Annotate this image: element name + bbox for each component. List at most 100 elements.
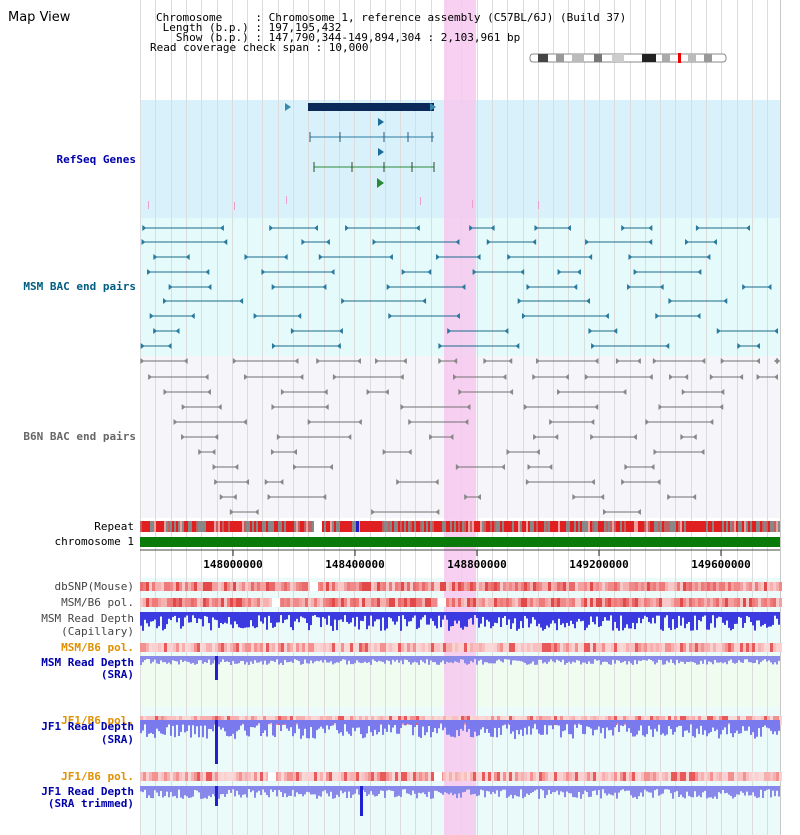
grid-line — [767, 0, 768, 835]
refseq-genes-label[interactable]: RefSeq Genes — [56, 153, 136, 166]
dbsnp-heat — [605, 582, 608, 591]
jf1-sra-depth — [418, 720, 420, 737]
msm-b6-pol-heat — [578, 598, 581, 607]
jf1-b6-pol2-heat — [476, 772, 479, 781]
jf1-trimmed-depth — [674, 786, 676, 793]
msm-capillary-depth — [390, 612, 392, 619]
jf1-trimmed-depth — [274, 786, 276, 791]
msm-sra-depth — [586, 656, 588, 665]
msm-capillary-depth — [718, 612, 720, 617]
jf1-trimmed-depth — [246, 786, 248, 798]
msm-bac-end — [185, 254, 190, 260]
jf1-trimmed-depth — [576, 786, 578, 798]
jf1-sra-label-2: (SRA) — [100, 733, 134, 746]
msm-b6-pol2-heat — [506, 643, 509, 652]
msm-b6-pol-heat — [572, 598, 575, 607]
msm-b6-pol-heat — [164, 598, 167, 607]
msm-sra-depth — [180, 656, 182, 660]
msm-b6-pol2-heat — [281, 643, 284, 652]
b6n-bac-end — [476, 494, 481, 500]
msm-bac-end — [223, 239, 228, 245]
repeat-segment — [222, 521, 224, 532]
jf1-trimmed-depth — [510, 786, 512, 795]
msm-sra-depth — [420, 656, 422, 661]
b6n-bac-end — [232, 494, 237, 500]
dbsnp-heat — [230, 582, 233, 591]
jf1-sra-depth — [388, 720, 390, 725]
jf1-trimmed-depth — [446, 786, 448, 794]
dbsnp-heat — [740, 582, 743, 591]
jf1-b6-pol2-heat — [509, 772, 512, 781]
jf1-sra-depth — [668, 720, 670, 727]
jf1-b6-pol2-heat — [575, 772, 578, 781]
jf1-sra-depth — [400, 720, 402, 728]
jf1-b6-pol2-heat — [455, 772, 458, 781]
jf1-b6-pol2-heat — [527, 772, 530, 781]
repeat-segment — [592, 521, 594, 532]
jf1-trimmed-depth — [388, 786, 390, 790]
jf1-trimmed-depth — [330, 786, 332, 792]
dbsnp-heat — [575, 582, 578, 591]
repeat-segment — [178, 521, 180, 532]
msm-b6-pol2-heat — [275, 643, 278, 652]
jf1-sra-depth — [366, 720, 368, 734]
msm-b6-pol2-heat — [401, 643, 404, 652]
msm-b6-pol-heat — [419, 598, 422, 607]
repeat-segment — [568, 521, 570, 532]
msm-b6-pol-heat — [695, 598, 698, 607]
repeat-segment — [292, 521, 294, 532]
msm-b6-pol-heat — [659, 598, 662, 607]
repeat-segment — [620, 521, 622, 532]
msm-capillary-depth — [254, 612, 256, 629]
dbsnp-heat — [464, 582, 467, 591]
dbsnp-heat — [644, 582, 647, 591]
repeat-segment — [172, 521, 174, 532]
jf1-trimmed-depth — [364, 786, 366, 793]
msm-capillary-depth — [330, 612, 332, 626]
dbsnp-heat — [155, 582, 158, 591]
msm-bac-end — [706, 254, 711, 260]
dbsnp-heat — [374, 582, 377, 591]
msm-b6-pol-heat — [737, 598, 740, 607]
msm-sra-depth — [690, 656, 692, 662]
dbsnp-heat — [458, 582, 461, 591]
repeat-segment — [550, 521, 552, 532]
jf1-sra-depth — [652, 720, 654, 737]
msm-b6-pol-heat — [563, 598, 566, 607]
msm-b6-pol-heat — [698, 598, 701, 607]
dbsnp-heat — [482, 582, 485, 591]
chromosome-ideogram[interactable] — [528, 52, 730, 64]
jf1-sra-depth — [596, 720, 598, 730]
repeat-segment — [388, 521, 390, 532]
jf1-sra-depth — [294, 720, 296, 734]
jf1-trimmed-depth — [602, 786, 604, 790]
repeat-segment — [364, 521, 366, 532]
msm-b6-pol-heat — [413, 598, 416, 607]
repeat-segment — [666, 521, 668, 532]
dbsnp-heat — [530, 582, 533, 591]
msm-sra-depth — [508, 656, 510, 660]
repeat-segment — [726, 521, 728, 532]
msm-b6-pol2-heat — [212, 643, 215, 652]
msm-b6-pol-heat — [731, 598, 734, 607]
msm-b6-pol2-heat — [749, 643, 752, 652]
jf1-sra-depth — [730, 720, 732, 734]
msm-sra-depth — [156, 656, 158, 664]
msm-bac-label[interactable]: MSM BAC end pairs — [23, 280, 136, 293]
jf1-sra-depth — [572, 720, 574, 739]
jf1-sra-depth — [150, 720, 152, 733]
jf1-sra-depth — [456, 720, 458, 731]
dbsnp-heat — [422, 582, 425, 591]
msm-capillary-depth — [584, 612, 586, 631]
grid-line — [171, 0, 172, 835]
msm-bac-end — [655, 313, 660, 319]
jf1-trimmed-depth — [228, 786, 230, 790]
msm-b6-pol2-heat — [671, 643, 674, 652]
repeat-segment — [350, 521, 352, 532]
jf1-sra-depth — [326, 720, 328, 726]
b6n-bac-label[interactable]: B6N BAC end pairs — [23, 430, 136, 443]
msm-b6-pol-heat — [680, 598, 683, 607]
repeat-segment — [602, 521, 604, 532]
b6n-bac-end — [483, 358, 488, 364]
